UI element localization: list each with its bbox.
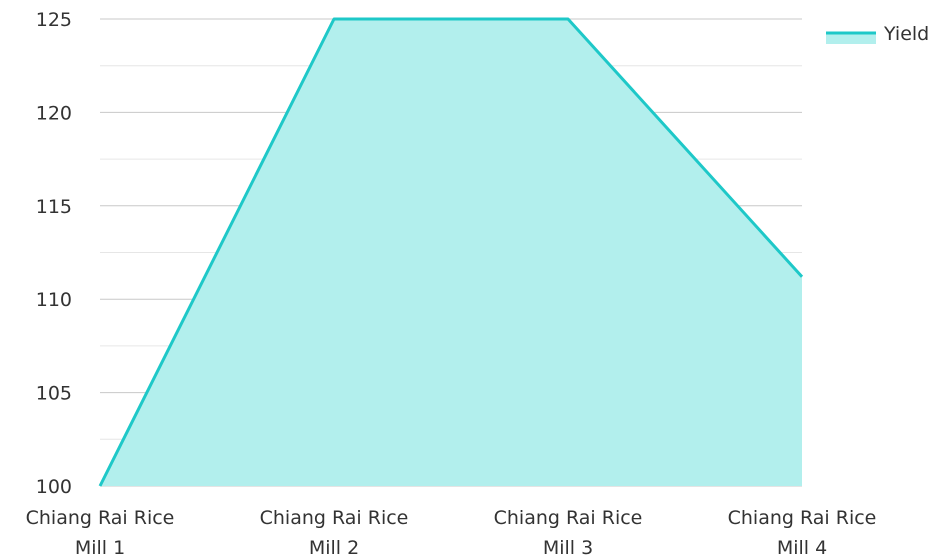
- x-tick-label: Chiang Rai Rice Mill 1: [26, 507, 175, 558]
- x-tick-label: Chiang Rai Rice Mill 2: [260, 507, 409, 558]
- data-point-4[interactable]: [800, 275, 804, 279]
- legend[interactable]: Yield: [826, 23, 929, 45]
- y-axis: 100 105 110 115 120 125: [36, 9, 72, 498]
- y-tick-label: 125: [36, 9, 72, 31]
- data-point-1[interactable]: [98, 484, 102, 488]
- y-tick-label: 115: [36, 196, 72, 218]
- legend-label: Yield: [883, 23, 929, 45]
- x-tick-label: Chiang Rai Rice Mill 4: [728, 507, 877, 558]
- series-line: [98, 17, 804, 487]
- y-tick-label: 105: [36, 383, 72, 405]
- legend-swatch-fill: [826, 32, 876, 44]
- plot-area: [98, 17, 804, 488]
- data-point-2[interactable]: [332, 17, 336, 21]
- x-tick-label: Chiang Rai Rice Mill 3: [494, 507, 643, 558]
- data-point-3[interactable]: [566, 17, 570, 21]
- y-tick-label: 100: [36, 476, 72, 498]
- x-axis: Chiang Rai Rice Mill 1 Chiang Rai Rice Mill…: [26, 507, 877, 558]
- y-tick-label: 110: [36, 289, 72, 311]
- y-tick-label: 120: [36, 102, 72, 124]
